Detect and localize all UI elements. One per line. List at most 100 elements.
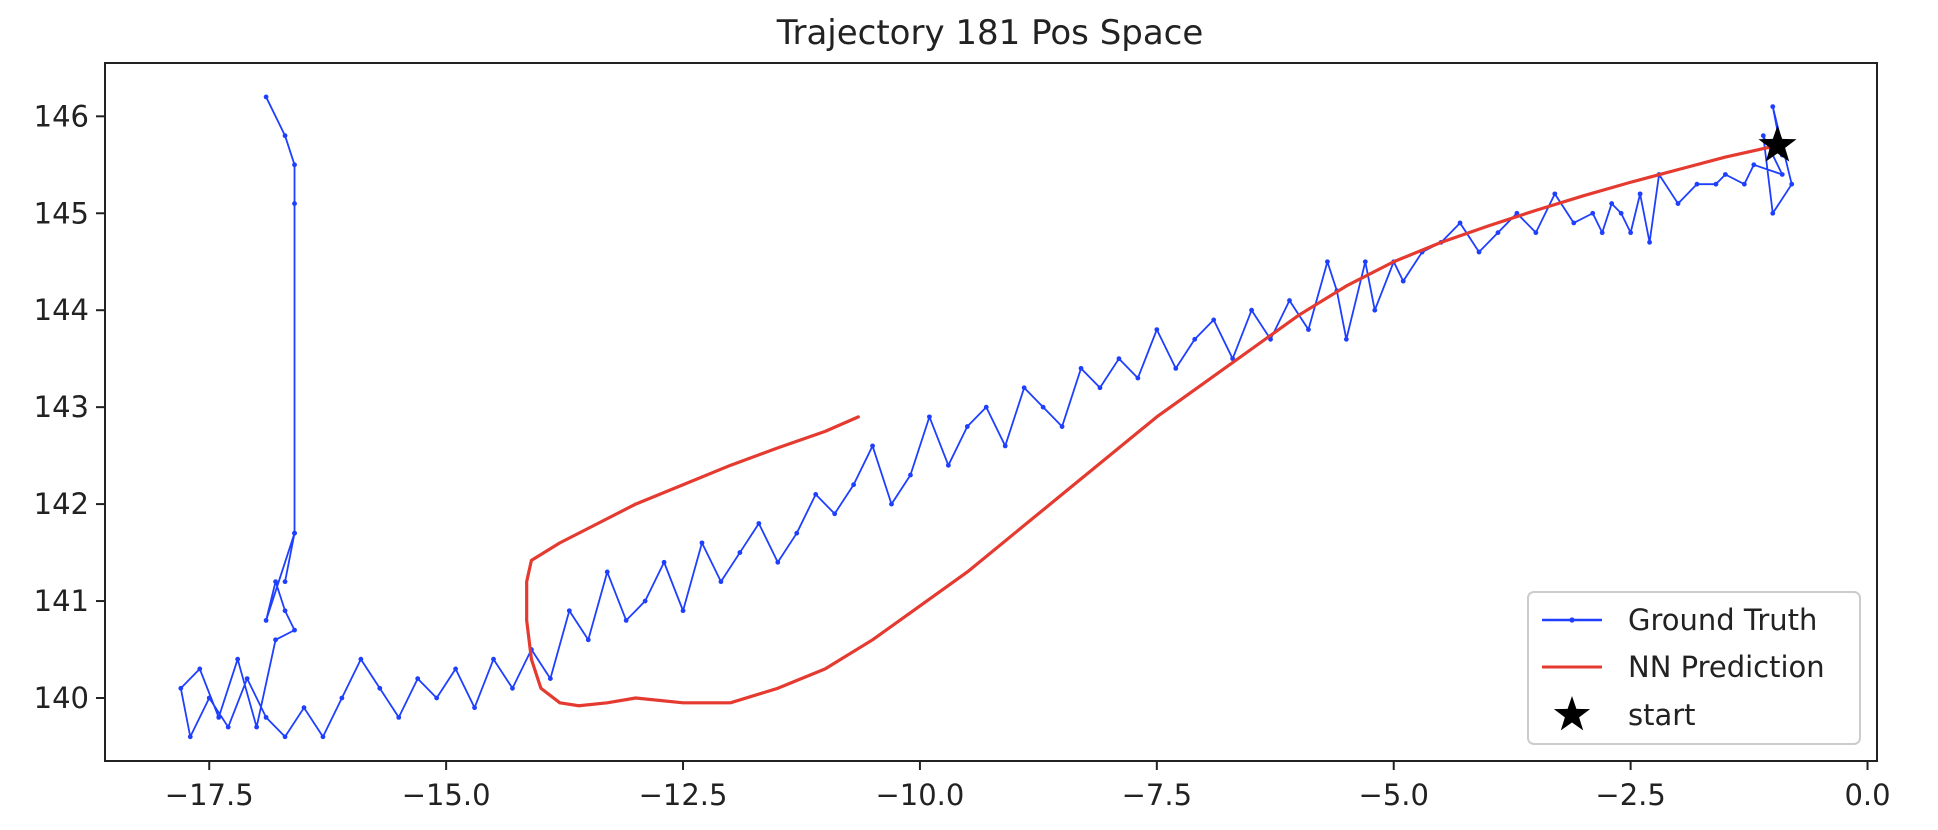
ground-truth-point xyxy=(870,443,875,449)
ground-truth-point xyxy=(623,618,629,623)
ground-truth-point xyxy=(292,162,297,168)
ground-truth-point xyxy=(282,608,288,614)
ground-truth-point xyxy=(832,511,838,517)
ground-truth-point xyxy=(566,608,572,614)
ground-truth-point xyxy=(1647,239,1652,245)
ground-truth-point xyxy=(292,201,297,206)
ground-truth-point xyxy=(1192,336,1198,342)
x-tick-label: −5.0 xyxy=(1359,778,1429,812)
ground-truth-point xyxy=(908,472,913,478)
legend-start-star-icon xyxy=(1553,696,1591,731)
ground-truth-point xyxy=(263,94,269,100)
ground-truth-point xyxy=(604,569,610,575)
legend-ground-truth-marker xyxy=(1569,617,1575,623)
ground-truth-point xyxy=(491,656,496,662)
ground-truth-point xyxy=(1770,210,1776,216)
ground-truth-point xyxy=(1287,298,1292,303)
ground-truth-point xyxy=(206,695,212,701)
y-tick-label: 140 xyxy=(34,681,89,715)
ground-truth-point xyxy=(983,404,989,410)
ground-truth-point xyxy=(396,714,402,720)
ground-truth-point xyxy=(320,734,326,740)
ground-truth-point xyxy=(1002,443,1008,449)
ground-truth-point xyxy=(510,685,515,691)
x-tick-label: −12.5 xyxy=(639,778,728,812)
ground-truth-point xyxy=(1476,249,1482,255)
ground-truth-point xyxy=(187,734,193,740)
ground-truth-point xyxy=(339,695,345,701)
x-tick-label: −15.0 xyxy=(402,778,491,812)
ground-truth-point xyxy=(1078,365,1084,371)
y-tick-label: 141 xyxy=(34,584,89,618)
ground-truth-point xyxy=(964,424,970,429)
nn-prediction-series-line xyxy=(525,143,1780,708)
ground-truth-point xyxy=(851,482,856,488)
axes-frame xyxy=(104,62,1878,762)
ground-truth-point xyxy=(1722,172,1728,177)
ground-truth-point xyxy=(1249,307,1254,313)
ground-truth-point xyxy=(434,695,440,701)
ground-truth-point xyxy=(945,462,951,468)
ground-truth-point xyxy=(1059,424,1065,429)
ground-truth-point xyxy=(1741,181,1747,187)
ground-truth-point xyxy=(282,579,288,585)
y-tick-label: 142 xyxy=(34,487,89,521)
ground-truth-point xyxy=(718,579,724,585)
legend-ground-truth-label: Ground Truth xyxy=(1628,603,1817,637)
ground-truth-point xyxy=(1400,278,1406,284)
ground-truth-point xyxy=(282,734,288,740)
y-tick-label: 144 xyxy=(34,293,89,327)
ground-truth-point xyxy=(794,530,800,536)
ground-truth-point xyxy=(1116,356,1122,362)
ground-truth-point xyxy=(813,492,819,497)
ground-truth-point xyxy=(1457,220,1463,226)
legend-box xyxy=(1527,591,1861,745)
ground-truth-point xyxy=(699,540,705,546)
ground-truth-point xyxy=(358,656,364,662)
y-tick-label: 145 xyxy=(34,196,89,230)
ground-truth-point xyxy=(292,627,297,633)
ground-truth-point xyxy=(756,521,762,526)
x-tick-label: −17.5 xyxy=(165,778,254,812)
y-tick-label: 143 xyxy=(34,390,89,424)
ground-truth-point xyxy=(1495,230,1501,236)
start-star-icon xyxy=(1758,125,1797,162)
ground-truth-point xyxy=(273,579,278,585)
legend: Ground Truth NN Prediction start xyxy=(1527,591,1861,745)
ground-truth-point xyxy=(547,676,553,681)
ground-truth-point xyxy=(642,598,648,604)
ground-truth-point xyxy=(1770,104,1776,110)
ground-truth-point xyxy=(472,705,477,711)
ground-truth-point xyxy=(178,685,184,691)
ground-truth-point xyxy=(1040,404,1046,410)
ground-truth-point xyxy=(377,685,383,691)
ground-truth-point xyxy=(1514,210,1520,216)
ground-truth-point xyxy=(1789,181,1795,187)
ground-truth-point xyxy=(1533,230,1539,236)
ground-truth-point xyxy=(1552,191,1558,197)
y-tick-label: 146 xyxy=(34,99,89,133)
ground-truth-point xyxy=(1713,181,1719,187)
x-tick-label: −2.5 xyxy=(1595,778,1665,812)
ground-truth-point xyxy=(292,530,297,536)
x-tick-label: −7.5 xyxy=(1122,778,1192,812)
ground-truth-point xyxy=(585,637,591,643)
ground-truth-point xyxy=(235,656,241,662)
ground-truth-point xyxy=(1154,327,1160,332)
y-axis: 140 141 142 143 144 145 146 xyxy=(34,99,105,715)
ground-truth-point xyxy=(889,501,894,507)
x-tick-label: 0.0 xyxy=(1844,778,1890,812)
ground-truth-point xyxy=(1590,210,1596,216)
legend-start-label: start xyxy=(1628,698,1696,732)
ground-truth-point xyxy=(415,676,421,681)
x-tick-label: −10.0 xyxy=(875,778,964,812)
ground-truth-point xyxy=(1372,307,1378,313)
ground-truth-point xyxy=(216,714,222,720)
ground-truth-point xyxy=(1343,336,1349,342)
x-axis: −17.5 −15.0 −12.5 −10.0 −7.5 −5.0 −2.5 0.0 xyxy=(165,761,1891,812)
ground-truth-point xyxy=(263,618,269,623)
ground-truth-point xyxy=(1760,133,1766,139)
ground-truth-point xyxy=(263,714,269,720)
